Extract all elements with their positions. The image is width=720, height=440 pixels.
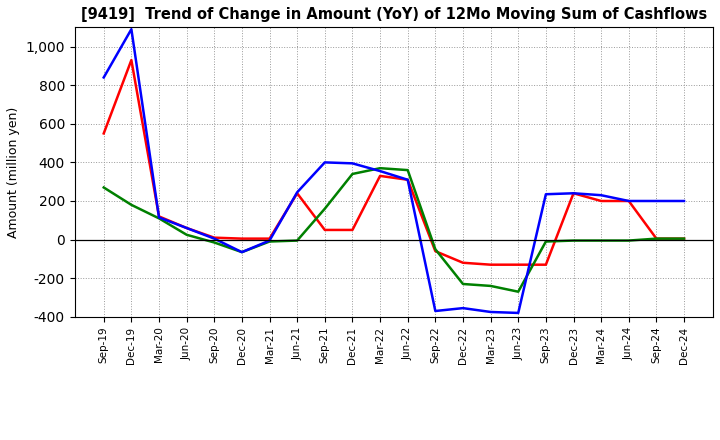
- Operating Cashflow: [514, 262, 523, 268]
- Free Cashflow: [320, 160, 329, 165]
- Investing Cashflow: [376, 165, 384, 171]
- Free Cashflow: [597, 193, 606, 198]
- Investing Cashflow: [570, 238, 578, 243]
- Operating Cashflow: [348, 227, 356, 233]
- Operating Cashflow: [238, 236, 246, 241]
- Operating Cashflow: [652, 236, 661, 241]
- Investing Cashflow: [624, 238, 633, 243]
- Free Cashflow: [155, 215, 163, 220]
- Y-axis label: Amount (million yen): Amount (million yen): [7, 106, 20, 238]
- Free Cashflow: [238, 249, 246, 255]
- Operating Cashflow: [597, 198, 606, 204]
- Investing Cashflow: [210, 240, 219, 245]
- Investing Cashflow: [403, 168, 412, 173]
- Operating Cashflow: [293, 191, 302, 196]
- Free Cashflow: [486, 309, 495, 315]
- Operating Cashflow: [486, 262, 495, 268]
- Operating Cashflow: [459, 260, 467, 265]
- Operating Cashflow: [403, 177, 412, 183]
- Free Cashflow: [376, 169, 384, 174]
- Investing Cashflow: [431, 246, 440, 252]
- Investing Cashflow: [127, 202, 135, 208]
- Investing Cashflow: [293, 238, 302, 243]
- Free Cashflow: [570, 191, 578, 196]
- Investing Cashflow: [238, 249, 246, 255]
- Operating Cashflow: [320, 227, 329, 233]
- Operating Cashflow: [265, 236, 274, 241]
- Operating Cashflow: [680, 236, 688, 241]
- Operating Cashflow: [431, 249, 440, 254]
- Free Cashflow: [265, 238, 274, 243]
- Investing Cashflow: [320, 206, 329, 211]
- Free Cashflow: [680, 198, 688, 204]
- Operating Cashflow: [210, 235, 219, 240]
- Operating Cashflow: [182, 225, 191, 231]
- Free Cashflow: [348, 161, 356, 166]
- Operating Cashflow: [127, 58, 135, 63]
- Free Cashflow: [541, 191, 550, 197]
- Operating Cashflow: [570, 191, 578, 196]
- Free Cashflow: [210, 236, 219, 241]
- Operating Cashflow: [376, 173, 384, 179]
- Investing Cashflow: [265, 239, 274, 244]
- Investing Cashflow: [99, 185, 108, 190]
- Title: [9419]  Trend of Change in Amount (YoY) of 12Mo Moving Sum of Cashflows: [9419] Trend of Change in Amount (YoY) o…: [81, 7, 707, 22]
- Line: Operating Cashflow: Operating Cashflow: [104, 60, 684, 265]
- Free Cashflow: [127, 26, 135, 32]
- Line: Free Cashflow: Free Cashflow: [104, 29, 684, 313]
- Operating Cashflow: [155, 214, 163, 219]
- Free Cashflow: [431, 308, 440, 314]
- Free Cashflow: [459, 305, 467, 311]
- Investing Cashflow: [155, 216, 163, 221]
- Free Cashflow: [652, 198, 661, 204]
- Free Cashflow: [403, 177, 412, 183]
- Free Cashflow: [99, 75, 108, 80]
- Free Cashflow: [514, 310, 523, 315]
- Operating Cashflow: [541, 262, 550, 268]
- Investing Cashflow: [652, 236, 661, 241]
- Investing Cashflow: [541, 239, 550, 244]
- Investing Cashflow: [182, 232, 191, 238]
- Investing Cashflow: [597, 238, 606, 243]
- Free Cashflow: [624, 198, 633, 204]
- Free Cashflow: [182, 225, 191, 231]
- Investing Cashflow: [459, 281, 467, 286]
- Operating Cashflow: [624, 198, 633, 204]
- Free Cashflow: [293, 190, 302, 195]
- Line: Investing Cashflow: Investing Cashflow: [104, 168, 684, 292]
- Investing Cashflow: [486, 283, 495, 289]
- Investing Cashflow: [514, 289, 523, 294]
- Investing Cashflow: [680, 236, 688, 241]
- Investing Cashflow: [348, 171, 356, 176]
- Operating Cashflow: [99, 131, 108, 136]
